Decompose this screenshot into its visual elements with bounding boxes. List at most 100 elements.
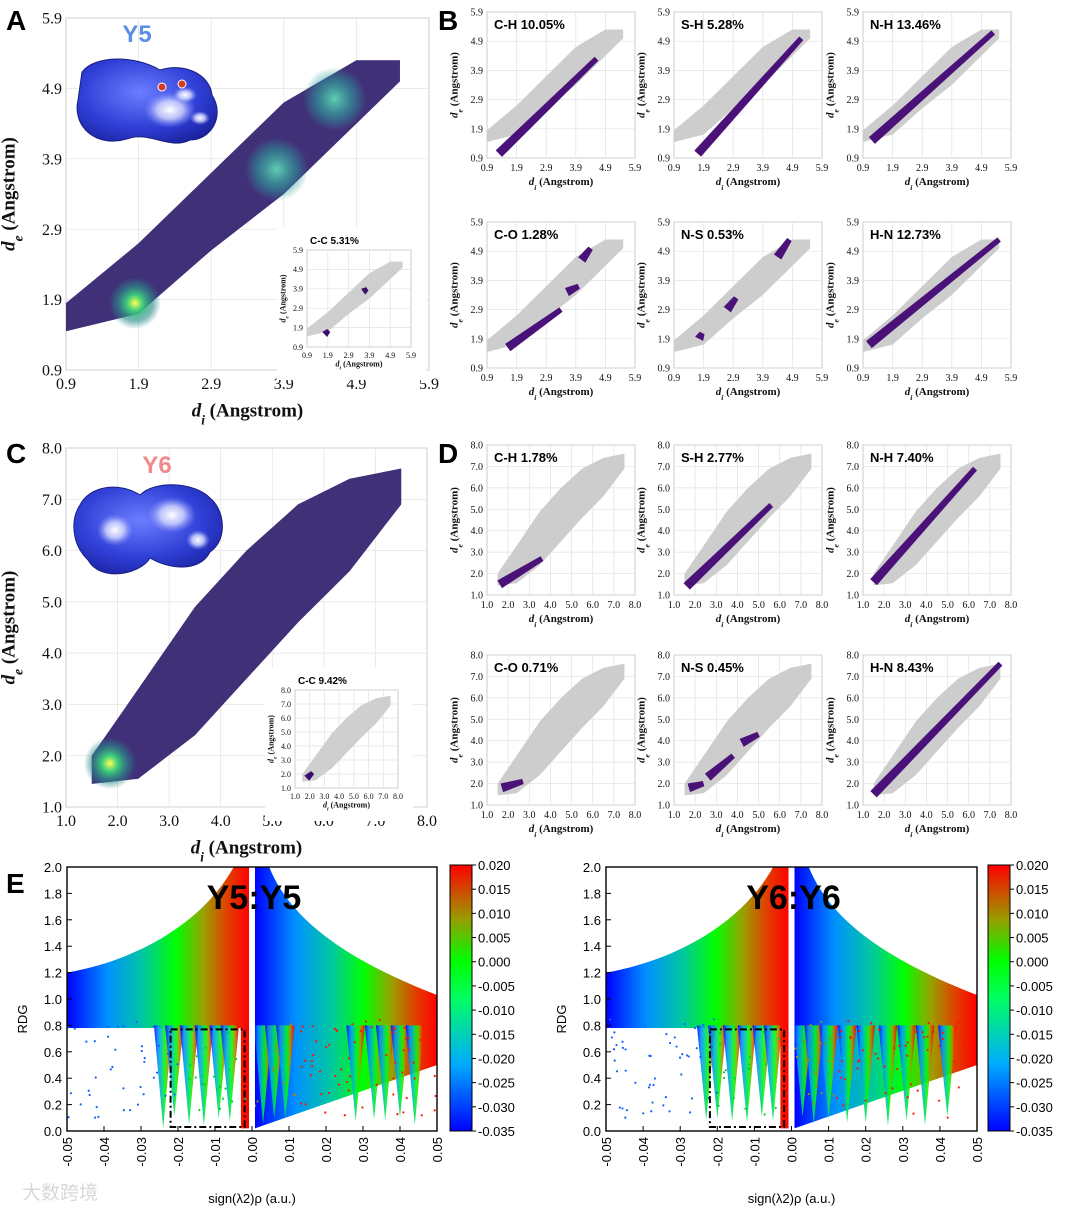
panel-C-y-tick-label: 5.0 <box>42 594 62 611</box>
panel-E-2-point <box>748 1063 751 1066</box>
panel-E-1-point <box>348 1075 352 1078</box>
panel-D-5-x-tick-label: 6.0 <box>773 810 786 821</box>
panel-E-1-point <box>188 1077 191 1081</box>
figure-layer: 0.90.91.91.92.92.93.93.94.94.95.95.9di (… <box>0 5 1053 1206</box>
panel-E-1-point <box>79 1103 82 1106</box>
panel-E-2-point <box>680 1073 683 1076</box>
panel-C-density-band <box>91 468 402 784</box>
panel-E-1-point <box>299 1102 303 1105</box>
panel-E-1-point <box>433 1109 436 1112</box>
panel-D-4-x-tick-label: 1.0 <box>481 810 494 821</box>
panel-E-1-point <box>203 1083 206 1086</box>
panel-E-1-x-tick-label: 0.01 <box>282 1137 297 1162</box>
panel-E-2-point <box>778 1037 781 1041</box>
panel-D-4-x-tick-label: 6.0 <box>586 810 599 821</box>
panel-E-1-right-wing <box>254 867 437 1129</box>
panel-D-6-x-tick-label: 2.0 <box>878 810 891 821</box>
panel-C-inset-y-tick-label: 5.0 <box>281 728 291 737</box>
panel-A-density-band <box>66 60 400 332</box>
panel-E-1-point <box>343 1114 346 1117</box>
panel-E-1-point <box>404 1037 407 1040</box>
panel-E-1-point <box>122 1108 125 1112</box>
panel-E-1-point <box>327 1091 331 1095</box>
panel-E-2-point <box>764 1062 768 1065</box>
panel-E-2-point <box>923 1036 926 1039</box>
panel-E-1-point <box>215 1088 219 1091</box>
panel-A-inset-x-tick-label: 4.9 <box>385 351 395 360</box>
panel-E-2-point <box>884 1092 887 1095</box>
panel-E-2-point <box>849 1035 852 1039</box>
panel-D-6-contact-label: H-N 8.43% <box>870 660 934 675</box>
panel-E-2-point <box>861 1049 864 1052</box>
panel-E-2-point <box>685 1054 689 1057</box>
panel-E-2-point <box>650 1110 653 1113</box>
panel-E-2-point <box>808 1058 811 1061</box>
panel-E-1-left-wing <box>67 867 250 1129</box>
panel-E-2-y-tick-label: 0.6 <box>583 1045 601 1060</box>
panel-E-2-point <box>968 1032 972 1036</box>
panel-E-2-spike <box>819 1025 838 1120</box>
panel-D-6-y-tick-label: 7.0 <box>847 672 860 683</box>
panel-E-2-point <box>956 1022 960 1025</box>
panel-E-1-point <box>275 1045 279 1048</box>
panel-C-inset-y-tick-label: 3.0 <box>281 756 291 765</box>
panel-E-1-point <box>95 1105 98 1109</box>
panel-E-2-point <box>812 1102 815 1105</box>
panel-D-4-y-tick-label: 3.0 <box>471 758 484 769</box>
panel-E-2-colorbar-tick-label: 0.020 <box>1016 858 1049 873</box>
panel-E-2-point <box>613 1031 616 1034</box>
panel-D-6-y-tick-label: 6.0 <box>847 693 860 704</box>
panel-B-5-y-tick-label: 2.9 <box>658 305 671 316</box>
panel-B-4-contact-region <box>578 246 593 263</box>
panel-E-2-point <box>963 1040 966 1043</box>
panel-E-1-point <box>335 1029 338 1032</box>
panel-E-1-point <box>87 1089 90 1092</box>
panel-C-inset-y-tick-label: 1.0 <box>281 784 291 793</box>
panel-E-2-colorbar-tick-label: 0.015 <box>1016 882 1049 897</box>
panel-B-2-x-axis-label: di (Angstrom) <box>716 176 781 192</box>
panel-D-3-x-tick-label: 6.0 <box>962 600 975 611</box>
panel-E-2-point <box>747 1067 750 1070</box>
panel-D-5-x-tick-label: 8.0 <box>816 810 829 821</box>
panel-E-1-point <box>433 1074 436 1078</box>
panel-D-2-x-tick-label: 5.0 <box>752 600 765 611</box>
panel-letter-B: B <box>438 5 458 36</box>
panel-B-6-x-tick-label: 1.9 <box>886 373 899 384</box>
panel-E-1-point <box>97 1115 100 1118</box>
panel-E-2-point <box>675 1045 678 1048</box>
panel-B-5-background-band <box>674 239 811 352</box>
panel-D-3-x-tick-label: 8.0 <box>1005 600 1018 611</box>
panel-E-2-point <box>625 1109 629 1112</box>
panel-A-inset-label: C-C 5.31% <box>310 236 359 247</box>
panel-E-2-point <box>912 1112 915 1115</box>
panel-E-1-point <box>271 1069 274 1072</box>
panel-A-hotspot <box>302 66 367 131</box>
panel-D-6-x-tick-label: 7.0 <box>984 810 997 821</box>
panel-D-6-y-tick-label: 1.0 <box>847 801 860 812</box>
panel-B-5-x-axis-label: di (Angstrom) <box>716 386 781 402</box>
panel-A-molecule-oxygen-spot <box>177 79 187 89</box>
panel-B-1-contact-region <box>495 56 599 157</box>
panel-E-2-point <box>909 1083 913 1086</box>
panel-E-2-point <box>634 1081 637 1084</box>
panel-E-2-point <box>795 1055 799 1059</box>
panel-C-molecule-label: Y6 <box>142 452 171 479</box>
panel-A-y-tick-label: 3.9 <box>42 151 62 168</box>
panel-E-2-point <box>695 1047 698 1050</box>
panel-D-3-y-tick-label: 2.0 <box>847 569 860 580</box>
panel-A-hotspot <box>108 277 161 330</box>
panel-E-2-x-tick-label: 0.00 <box>785 1137 800 1162</box>
panel-D-6-x-tick-label: 5.0 <box>941 810 954 821</box>
panel-E-2-spike <box>897 1025 916 1121</box>
panel-C-inset-x-tick-label: 6.0 <box>364 792 374 801</box>
panel-B-4-y-tick-label: 5.9 <box>471 218 484 229</box>
panel-E-2-point <box>610 1036 614 1039</box>
panel-D-5-y-tick-label: 6.0 <box>658 693 671 704</box>
panel-B-4-contact-region <box>564 283 580 297</box>
panel-B-2-y-tick-label: 5.9 <box>658 8 671 19</box>
panel-C-molecule-highlight <box>148 497 196 533</box>
panel-B-1-background-band <box>487 29 624 142</box>
panel-E-1-point <box>392 1077 395 1080</box>
panel-E-2-point <box>755 1038 758 1041</box>
panel-B-4-background-band <box>487 239 624 352</box>
